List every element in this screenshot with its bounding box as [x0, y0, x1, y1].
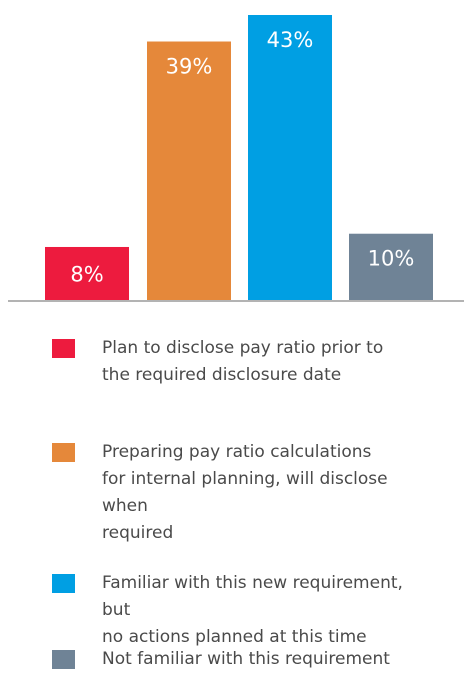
bar-3	[248, 15, 332, 300]
legend-label: Familiar with this new requirement, but …	[102, 573, 403, 647]
legend-swatch-blue	[52, 574, 75, 593]
bars: 8% 39% 43% 10%	[45, 15, 433, 300]
bar-value-label: 43%	[267, 28, 314, 52]
legend-label: Preparing pay ratio calculations for int…	[102, 442, 388, 543]
bar-value-label: 39%	[166, 55, 213, 79]
bar-1	[45, 246, 129, 300]
legend-label: Not familiar with this requirement	[102, 649, 390, 669]
bar-value-label: 10%	[368, 247, 415, 271]
legend-swatch-red	[52, 339, 75, 358]
bar-2	[147, 41, 231, 300]
bar-4	[349, 233, 433, 300]
legend-swatch-orange	[52, 443, 75, 462]
bar-chart-plot: 8% 39% 43% 10%	[8, 15, 464, 302]
legend-label: Plan to disclose pay ratio prior to the …	[102, 338, 384, 385]
bar-value-label: 8%	[70, 262, 103, 286]
legend-swatch-gray	[52, 650, 75, 669]
chart: 8% 39% 43% 10% Plan to disclose pay ratio p…	[8, 15, 464, 669]
